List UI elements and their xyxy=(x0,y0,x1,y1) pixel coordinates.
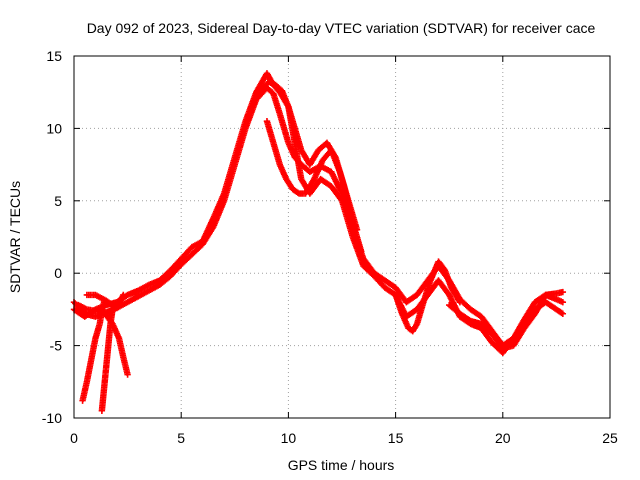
series-track-i xyxy=(392,258,464,335)
y-tick-label: -5 xyxy=(50,338,63,354)
y-tick-labels: -10 -5 0 5 10 15 xyxy=(42,48,62,426)
series-track-h xyxy=(83,291,127,312)
x-tick-label: 15 xyxy=(388,430,404,446)
x-axis-label: GPS time / hours xyxy=(288,457,395,473)
y-tick-label: 15 xyxy=(46,48,62,64)
plot-frame xyxy=(73,55,611,419)
data-point xyxy=(558,309,565,317)
y-tick-label: -10 xyxy=(42,410,62,426)
data-point xyxy=(120,291,127,299)
y-tick-label: 10 xyxy=(46,120,62,136)
data-point xyxy=(559,310,567,317)
series-track-b xyxy=(70,70,567,357)
x-tick-label: 10 xyxy=(281,430,297,446)
x-tick-label: 25 xyxy=(602,430,618,446)
x-tick-label: 5 xyxy=(177,430,185,446)
data-point xyxy=(353,226,361,233)
series-track-g xyxy=(75,301,131,378)
y-tick-label: 0 xyxy=(54,265,62,281)
axis-ticks xyxy=(73,55,611,419)
y-axis-label: SDTVAR / TECUs xyxy=(7,181,23,293)
series-track-e xyxy=(79,298,108,404)
x-tick-label: 0 xyxy=(70,430,78,446)
x-tick-labels: 0 5 10 15 20 25 xyxy=(70,430,618,446)
y-tick-label: 5 xyxy=(54,193,62,209)
data-series xyxy=(70,70,567,414)
series-track-d xyxy=(263,117,361,233)
data-point xyxy=(559,298,567,306)
series-track-j xyxy=(446,288,567,352)
data-point xyxy=(358,248,365,255)
data-point xyxy=(124,371,131,378)
chart-title: Day 092 of 2023, Sidereal Day-to-day VTE… xyxy=(87,20,596,36)
x-tick-label: 20 xyxy=(495,430,511,446)
data-point xyxy=(559,288,567,296)
grid-lines xyxy=(74,56,610,418)
series-track-a xyxy=(70,84,567,349)
data-point xyxy=(456,298,464,306)
